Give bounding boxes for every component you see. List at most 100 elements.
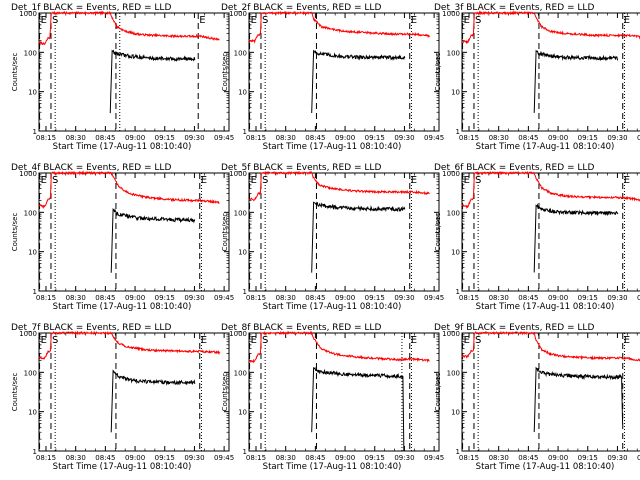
marker-label: S — [262, 335, 268, 346]
marker-label: E — [41, 15, 47, 26]
y-tick-label: 100 — [234, 49, 247, 57]
events-series-line — [311, 201, 406, 273]
events-series-line — [533, 366, 624, 433]
x-tick-label: 09:00 — [548, 294, 568, 302]
x-tick-label: 08:45 — [305, 134, 325, 142]
events-series-line — [110, 369, 196, 433]
y-axis-label: Counts/sec — [11, 53, 19, 92]
x-tick-label: 08:45 — [518, 134, 538, 142]
y-tick-label: 10 — [451, 249, 460, 257]
marker-label: E — [464, 335, 470, 346]
x-tick-label: 09:15 — [578, 134, 598, 142]
detector-panel-2: Det_2f BLACK = Events, RED = LLD 1 10 100 10… — [221, 3, 444, 152]
x-tick-label: 09:45 — [424, 454, 444, 462]
x-tick-label: 09:30 — [394, 454, 414, 462]
x-tick-label: 09:45 — [214, 134, 234, 142]
plot-frame — [38, 332, 230, 452]
lld-series-line — [248, 10, 430, 44]
x-axis-label: Start Time (17-Aug-11 08:10:40) — [476, 142, 615, 152]
x-tick-label: 08:15 — [36, 294, 56, 302]
y-tick-label: 1 — [33, 128, 37, 136]
y-axis-label: Counts/sec — [11, 213, 19, 252]
x-tick-label: 09:45 — [637, 134, 640, 142]
x-axis-label: Start Time (17-Aug-11 08:10:40) — [53, 302, 192, 312]
events-series-line — [109, 49, 196, 114]
marker-label: E — [201, 175, 207, 186]
y-tick-label: 100 — [234, 369, 247, 377]
plot-frame — [38, 12, 230, 132]
x-axis-label: Start Time (17-Aug-11 08:10:40) — [263, 462, 402, 472]
x-tick-label: 08:15 — [459, 134, 479, 142]
x-tick-label: 08:45 — [95, 294, 115, 302]
detector-panel-8: Det_8f BLACK = Events, RED = LLD 1 10 100 10… — [221, 323, 444, 472]
x-tick-label: 08:45 — [95, 454, 115, 462]
events-series-line — [311, 49, 406, 113]
plot-frame — [248, 332, 440, 452]
x-tick-label: 09:45 — [424, 294, 444, 302]
x-tick-label: 09:15 — [365, 454, 385, 462]
y-axis-label: Counts/sec — [221, 213, 229, 252]
y-axis-label: Counts/sec — [221, 53, 229, 92]
marker-label: S — [475, 175, 481, 186]
y-tick-label: 1 — [243, 128, 247, 136]
marker-label: S — [262, 15, 268, 26]
panel-title: Det_4f BLACK = Events, RED = LLD — [11, 163, 171, 173]
y-tick-label: 100 — [447, 209, 460, 217]
x-tick-label: 08:30 — [66, 454, 86, 462]
x-tick-label: 08:30 — [489, 454, 509, 462]
marker-label: S — [52, 15, 58, 26]
detector-panel-1: Det_1f BLACK = Events, RED = LLD 1 10 100 10… — [11, 3, 234, 152]
detector-panel-6: Det_6f BLACK = Events, RED = LLD 1 10 100 10… — [434, 163, 640, 312]
x-tick-label: 09:00 — [548, 134, 568, 142]
y-tick-label: 1000 — [442, 330, 460, 338]
x-tick-label: 08:30 — [276, 134, 296, 142]
y-tick-label: 1 — [33, 288, 37, 296]
y-tick-label: 10 — [28, 249, 37, 257]
plot-frame — [248, 12, 440, 132]
y-tick-label: 1 — [243, 288, 247, 296]
x-tick-label: 09:30 — [607, 294, 627, 302]
y-tick-label: 1000 — [229, 330, 247, 338]
y-tick-label: 10 — [451, 409, 460, 417]
x-tick-label: 08:30 — [276, 294, 296, 302]
marker-label: E — [201, 335, 207, 346]
x-tick-label: 09:00 — [335, 134, 355, 142]
x-tick-label: 09:15 — [155, 134, 175, 142]
x-axis-label: Start Time (17-Aug-11 08:10:40) — [476, 302, 615, 312]
detector-panel-5: Det_5f BLACK = Events, RED = LLD 1 10 100 10… — [221, 163, 444, 312]
y-tick-label: 1000 — [442, 10, 460, 18]
y-axis-label: Counts/sec — [221, 373, 229, 412]
y-tick-label: 100 — [24, 209, 37, 217]
x-tick-label: 09:00 — [548, 454, 568, 462]
y-tick-label: 10 — [238, 89, 247, 97]
y-axis-label: Counts/sec — [434, 53, 442, 92]
x-tick-label: 09:00 — [125, 294, 145, 302]
x-tick-label: 09:15 — [155, 294, 175, 302]
marker-label: E — [251, 175, 257, 186]
y-tick-label: 1 — [456, 448, 460, 456]
x-tick-label: 08:15 — [459, 454, 479, 462]
marker-label: E — [251, 335, 257, 346]
detector-panel-4: Det_4f BLACK = Events, RED = LLD 1 10 100 10… — [11, 163, 234, 312]
y-tick-label: 1 — [456, 128, 460, 136]
marker-label: E — [41, 175, 47, 186]
y-tick-label: 100 — [234, 209, 247, 217]
marker-label: E — [411, 175, 417, 186]
panel-title: Det_7f BLACK = Events, RED = LLD — [11, 323, 171, 333]
lld-series-line — [38, 10, 220, 46]
x-tick-label: 08:15 — [36, 134, 56, 142]
y-tick-label: 100 — [447, 369, 460, 377]
detector-panel-7: Det_7f BLACK = Events, RED = LLD 1 10 100 10… — [11, 323, 234, 472]
x-tick-label: 08:15 — [246, 294, 266, 302]
x-axis-label: Start Time (17-Aug-11 08:10:40) — [53, 142, 192, 152]
x-tick-label: 09:30 — [607, 134, 627, 142]
x-tick-label: 08:15 — [246, 454, 266, 462]
x-tick-label: 09:15 — [578, 454, 598, 462]
x-tick-label: 09:30 — [607, 454, 627, 462]
y-tick-label: 1000 — [19, 170, 37, 178]
panel-title: Det_3f BLACK = Events, RED = LLD — [434, 3, 594, 13]
marker-label: S — [262, 175, 268, 186]
plot-frame — [38, 172, 230, 292]
lld-series-line — [461, 330, 640, 362]
